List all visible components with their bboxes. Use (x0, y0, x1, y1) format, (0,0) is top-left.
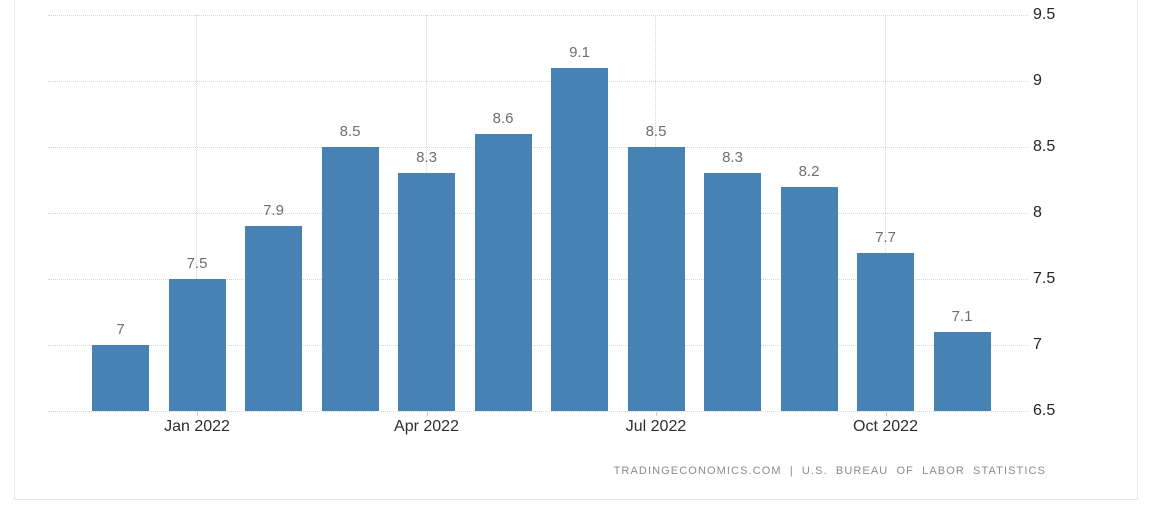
bar[interactable] (627, 147, 685, 411)
bar[interactable] (321, 147, 379, 411)
x-axis-tick-mark (656, 412, 657, 416)
y-axis-label: 7 (1033, 336, 1042, 353)
bar[interactable] (398, 173, 455, 411)
x-axis-label: Apr 2022 (394, 418, 459, 435)
bar-value-label: 7.1 (951, 307, 973, 325)
y-axis-label: 9.5 (1033, 6, 1056, 23)
bar-value-label: 8.6 (492, 109, 514, 127)
y-axis-label: 9 (1033, 72, 1042, 89)
horizontal-gridline (48, 147, 1028, 148)
bar[interactable] (245, 226, 302, 411)
bar-value-label: 8.3 (416, 149, 437, 167)
horizontal-gridline (48, 411, 1028, 412)
y-axis-label: 6.5 (1033, 402, 1056, 419)
bar[interactable] (780, 186, 838, 411)
y-axis-label: 8.5 (1033, 138, 1056, 155)
bar-value-label: 7 (116, 321, 125, 338)
bar[interactable] (857, 252, 914, 411)
horizontal-gridline (48, 345, 1028, 346)
bar[interactable] (168, 279, 226, 411)
chart-plot-area: 7 7.5 7.9 8.5 8.3 8.6 9.1 8.5 8.3 8.2 7.7 7.1 (48, 15, 1028, 412)
x-axis-tick-mark (197, 412, 198, 416)
horizontal-gridline (48, 81, 1028, 82)
horizontal-gridline (48, 279, 1028, 280)
x-axis-tick-mark (426, 412, 428, 416)
bar-value-label: 8.5 (339, 123, 361, 140)
bar-value-label: 8.2 (798, 162, 820, 180)
x-axis-label: Oct 2022 (853, 418, 918, 435)
horizontal-gridline (48, 15, 1028, 16)
x-axis-tick-mark (885, 412, 887, 416)
bar[interactable] (704, 173, 761, 411)
bar[interactable] (474, 133, 532, 411)
bar-value-label: 7.5 (186, 255, 208, 272)
bar[interactable] (92, 345, 149, 411)
y-axis-label: 8 (1033, 204, 1042, 221)
vertical-gridline (196, 15, 197, 411)
vertical-gridline (884, 15, 886, 411)
bar[interactable] (551, 67, 608, 411)
x-axis-label: Jan 2022 (164, 418, 230, 435)
bar-value-label: 8.3 (722, 149, 743, 167)
bar[interactable] (933, 331, 991, 411)
y-axis-label: 7.5 (1033, 270, 1056, 287)
bar-value-label: 9.1 (569, 43, 590, 61)
x-axis-label: Jul 2022 (625, 418, 687, 435)
bar-value-label: 8.5 (645, 123, 667, 140)
horizontal-gridline (48, 213, 1028, 214)
bar-value-label: 7.7 (875, 228, 896, 246)
bar-value-label: 7.9 (263, 202, 284, 220)
attribution-source: TRADINGECONOMICS.COM | U.S. BUREAU OF LA… (613, 465, 1046, 477)
